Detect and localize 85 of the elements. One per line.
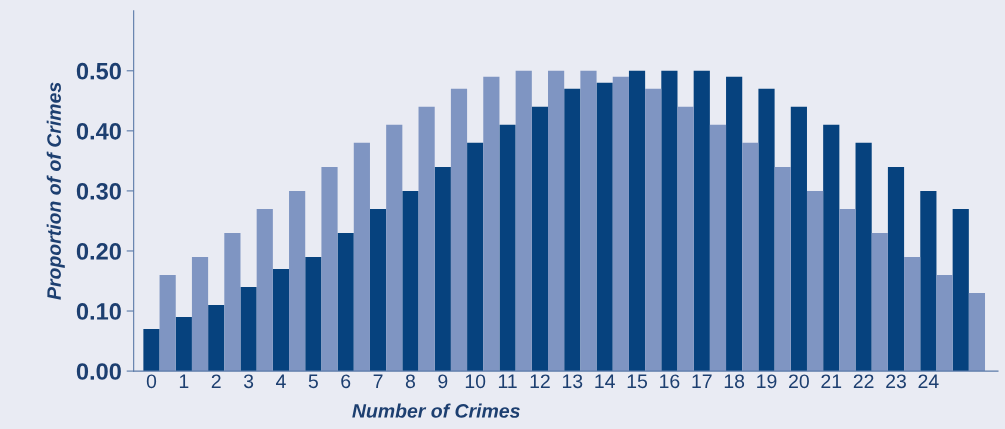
x-tick-label: 15 [627, 374, 648, 389]
y-tick-label: 0.40 [76, 122, 121, 140]
y-axis-title: Proportion of of Crimes [46, 82, 65, 300]
x-tick-label: 19 [757, 374, 777, 389]
x-axis-title: Number of Crimes [352, 403, 520, 418]
bar [693, 70, 710, 372]
bar [774, 166, 791, 372]
x-tick-label: 10 [465, 374, 486, 389]
bar [904, 256, 921, 372]
bar [483, 76, 500, 372]
x-tick-label: 18 [724, 374, 745, 389]
bar [952, 208, 969, 372]
bar [289, 190, 306, 372]
bar [823, 124, 840, 372]
bar [677, 106, 694, 372]
bar [369, 208, 387, 372]
bar [353, 142, 370, 372]
bar [386, 124, 403, 372]
bar [305, 256, 322, 372]
bar [628, 70, 646, 372]
x-tick-label: 23 [886, 374, 906, 389]
x-tick-label: 1 [179, 374, 189, 388]
x-tick-label: 14 [595, 374, 615, 388]
bar [758, 88, 775, 372]
x-tick-label: 17 [692, 374, 712, 388]
bar [499, 124, 516, 372]
bar [418, 106, 435, 372]
bar [548, 70, 565, 372]
bar [920, 190, 937, 372]
bar [612, 76, 629, 372]
bar [191, 256, 209, 372]
x-tick-label: 21 [821, 374, 842, 388]
y-tick-label: 0.00 [76, 363, 121, 380]
bar [726, 76, 743, 372]
x-tick-label: 22 [853, 374, 874, 388]
x-tick-label: 11 [498, 374, 517, 388]
bar [224, 232, 241, 372]
bar [175, 317, 192, 372]
bar [806, 190, 824, 372]
x-tick-label: 2 [211, 374, 221, 388]
bar [208, 305, 225, 372]
bar [272, 268, 290, 372]
bar [742, 142, 759, 372]
bar [434, 166, 451, 372]
bar [855, 142, 872, 372]
x-tick-label: 0 [146, 374, 157, 389]
bar [531, 106, 549, 372]
x-tick-label: 24 [918, 374, 939, 388]
y-tick-label: 0.50 [76, 62, 121, 80]
bar [337, 232, 354, 372]
x-tick-label: 6 [341, 374, 351, 389]
bar [709, 124, 727, 372]
bar [790, 106, 807, 372]
bar [645, 88, 662, 372]
bar [467, 142, 484, 372]
x-tick-label: 4 [275, 374, 286, 388]
bar [968, 293, 986, 372]
bar [515, 70, 532, 372]
x-tick-label: 16 [660, 374, 680, 389]
bar [580, 70, 597, 372]
bar [564, 88, 581, 372]
x-tick-label: 20 [789, 374, 809, 389]
bar [887, 166, 905, 372]
bar [871, 232, 888, 372]
bar [450, 88, 468, 372]
bar [256, 208, 273, 372]
bar [936, 274, 953, 372]
bar [143, 329, 160, 372]
x-tick-label: 8 [405, 374, 415, 389]
bar [402, 190, 419, 372]
bar [159, 274, 176, 372]
y-tick-label: 0.30 [76, 182, 121, 200]
x-tick-label: 13 [562, 374, 583, 389]
bar [321, 166, 338, 372]
x-tick-label: 7 [373, 374, 383, 388]
x-tick-label: 3 [243, 374, 254, 389]
y-tick-label: 0.10 [76, 303, 121, 320]
y-tick-label: 0.20 [76, 243, 121, 260]
bar [839, 208, 856, 372]
bar [661, 70, 678, 372]
x-tick-label: 12 [530, 374, 550, 388]
x-tick-label: 9 [438, 374, 448, 389]
x-tick-label: 5 [308, 374, 318, 389]
bar [596, 82, 613, 372]
bar [240, 287, 257, 372]
